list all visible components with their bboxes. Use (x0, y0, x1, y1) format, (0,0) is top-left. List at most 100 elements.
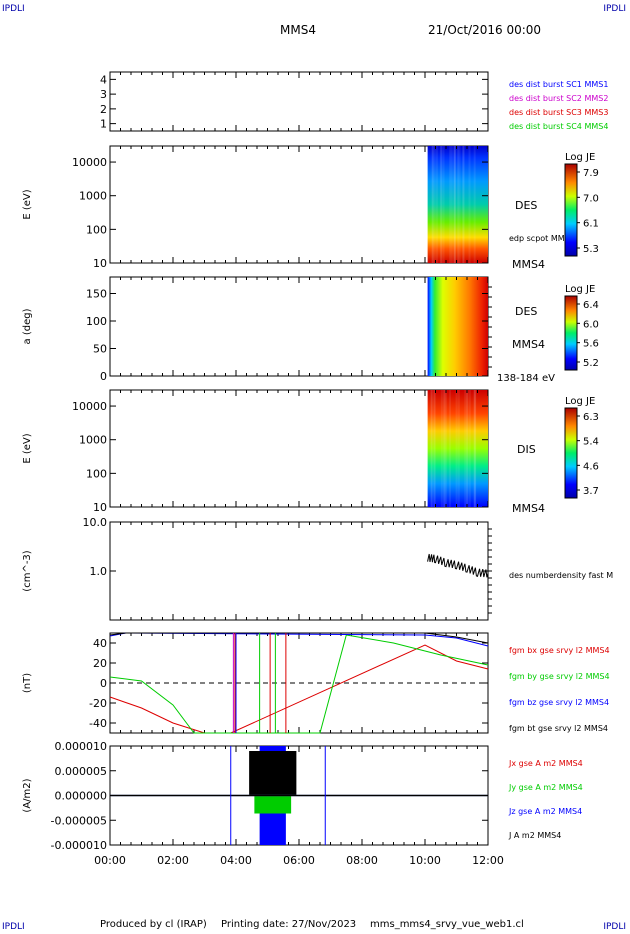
footer-filename: mms_mms4_srvy_vue_web1.cl (370, 919, 524, 930)
des-pitch-spacecraft-label: MMS4 (512, 338, 545, 351)
dis-energy-spacecraft-label: MMS4 (512, 502, 545, 515)
time-axis-label: 12:00 (472, 854, 504, 867)
current-density-tick-label: 0.000010 (55, 740, 108, 753)
spectrogram-stripe (449, 390, 452, 507)
des-pitch-tick-label: 0 (100, 370, 107, 383)
dis-energy-colorbar-title: Log JE (565, 396, 595, 407)
magnetic-field-series-line (109, 644, 489, 734)
spectrogram-stripe (440, 146, 443, 263)
colorbar-tick-label: 6.1 (583, 219, 599, 230)
magnetic-field-tick-label: 40 (93, 637, 107, 650)
spectrogram-stripe (435, 146, 438, 263)
corner-label-top-left: IPDLI (2, 4, 25, 14)
des-energy-tick-label: 10 (93, 257, 107, 270)
spectrogram-stripe (444, 390, 447, 507)
magnetic-field-tick-label: 20 (93, 657, 107, 670)
des-energy-tick-label: 1000 (79, 190, 107, 203)
burst-legend-label: des dist burst SC2 MMS2 (509, 94, 608, 103)
current-density-tick-label: -0.000005 (51, 814, 107, 827)
density-tick-label: 10.0 (83, 516, 108, 529)
burst-tick-label: 2 (100, 103, 107, 116)
colorbar-tick-label: 7.9 (583, 168, 599, 179)
footer-credit: Produced by cl (IRAP) (100, 919, 207, 930)
des-energy-spectrogram (427, 146, 488, 263)
footer-printing-date: Printing date: 27/Nov/2023 (221, 919, 357, 930)
current-burst-fill-black (249, 751, 297, 796)
des-pitch-colorbar (564, 295, 578, 371)
spectrogram-stripe (466, 390, 469, 507)
spectrogram-stripe (433, 146, 436, 263)
des-energy-ylabel: E (eV) (22, 189, 33, 219)
magnetic-field-legend-label: fgm bz gse srvy l2 MMS4 (509, 698, 609, 707)
colorbar-tick-label: 4.6 (583, 461, 599, 472)
spectrogram-stripe (449, 146, 452, 263)
spectrogram-stripe (443, 390, 446, 507)
spectrogram-stripe (432, 390, 435, 507)
burst-legend-label: des dist burst SC1 MMS1 (509, 80, 608, 89)
dis-energy-tick-label: 10000 (72, 400, 107, 413)
burst-tick-label: 4 (100, 73, 107, 86)
spectrogram-stripe (462, 146, 465, 263)
des-pitch-tick-label: 100 (86, 315, 107, 328)
time-axis-label: 04:00 (220, 854, 252, 867)
magnetic-field-legend-label: fgm by gse srvy l2 MMS4 (509, 672, 610, 681)
spectrogram-stripe (453, 146, 456, 263)
des-pitch-ylabel: a (deg) (22, 308, 33, 344)
des-energy-colorbar-title: Log JE (565, 152, 595, 163)
dis-energy-tick-label: 1000 (79, 434, 107, 447)
magnetic-field-tick-label: -40 (89, 717, 107, 730)
colorbar-tick-label: 3.7 (583, 486, 599, 497)
dis-energy-colorbar (564, 407, 578, 499)
magnetic-field-legend-label: fgm bx gse srvy l2 MMS4 (509, 646, 610, 655)
magnetic-field-legend-label: fgm bt gse srvy l2 MMS4 (509, 724, 608, 733)
spectrogram-stripe (454, 146, 457, 263)
spectrogram-stripe (456, 146, 459, 263)
spectrogram-stripe (455, 390, 458, 507)
panel-burst-frame (109, 71, 489, 132)
dis-energy-side-label: DIS (517, 443, 536, 456)
spectrogram-stripe (468, 146, 471, 263)
spectrogram-stripe (468, 390, 471, 507)
dis-energy-tick-label: 100 (86, 467, 107, 480)
density-series-line (427, 553, 489, 578)
spectrogram-stripe (433, 390, 436, 507)
magnetic-field-series-line (109, 632, 489, 644)
current-density-ylabel: (A/m2) (22, 778, 33, 812)
current-density-tick-label: 0.000000 (55, 790, 108, 803)
spectrogram-stripe (474, 390, 477, 507)
spectrogram-stripe (431, 146, 434, 263)
time-axis-label: 08:00 (346, 854, 378, 867)
spectrogram-stripe (440, 390, 443, 507)
density-tick-label: 1.0 (90, 565, 108, 578)
spectrogram-stripe (473, 146, 476, 263)
spectrogram-stripe (430, 390, 433, 507)
time-axis-label: 06:00 (283, 854, 315, 867)
current-density-legend-label: Jz gse A m2 MMS4 (508, 807, 582, 816)
spectrogram-stripe (450, 146, 453, 263)
dis-energy-ylabel: E (eV) (22, 433, 33, 463)
date-title: 21/Oct/2016 00:00 (428, 23, 542, 37)
magnetic-field-tick-label: 0 (100, 677, 107, 690)
dis-energy-spectrogram (427, 390, 488, 507)
burst-legend-label: des dist burst SC4 MMS4 (509, 122, 608, 131)
magnetic-field-series-line (109, 634, 489, 734)
colorbar-tick-label: 6.0 (583, 319, 599, 330)
spectrogram-stripe (462, 146, 465, 263)
magnetic-field-ylabel: (nT) (22, 673, 33, 693)
spectrogram-stripe (464, 390, 467, 507)
colorbar-tick-label: 6.3 (583, 412, 599, 423)
dis-energy-tick-label: 10 (93, 501, 107, 514)
des-pitch-tick-label: 50 (93, 343, 107, 356)
spectrogram-stripe (457, 390, 460, 507)
time-axis-label: 00:00 (94, 854, 126, 867)
current-burst-fill-green (254, 795, 292, 814)
colorbar-tick-label: 6.4 (583, 300, 599, 311)
colorbar-tick-label: 5.3 (583, 244, 599, 255)
des-energy-tick-label: 10000 (72, 156, 107, 169)
spectrogram-stripe (474, 390, 477, 507)
des-pitch-colorbar-title: Log JE (565, 284, 595, 295)
current-density-tick-label: -0.000010 (51, 839, 107, 852)
colorbar-tick-label: 7.0 (583, 193, 599, 204)
corner-label-bottom-right: IPDLI (603, 922, 626, 932)
